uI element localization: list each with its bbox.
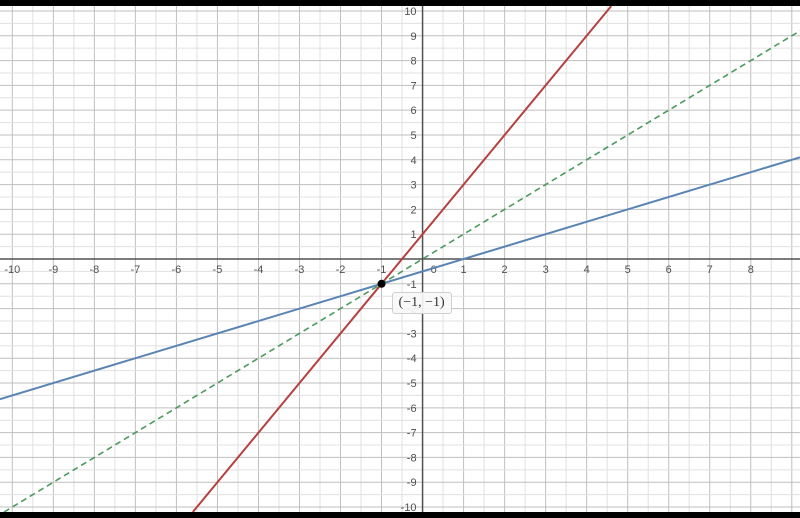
svg-text:4: 4 (410, 155, 416, 167)
svg-text:-4: -4 (407, 353, 417, 365)
bottom-border-bar (0, 512, 800, 518)
svg-text:-1: -1 (377, 264, 387, 276)
svg-text:0: 0 (431, 264, 437, 276)
svg-text:-7: -7 (130, 264, 140, 276)
svg-text:3: 3 (543, 264, 549, 276)
svg-text:6: 6 (666, 264, 672, 276)
intersection-point (378, 280, 386, 288)
svg-text:-6: -6 (172, 264, 182, 276)
svg-text:7: 7 (707, 264, 713, 276)
svg-text:-2: -2 (336, 264, 346, 276)
svg-text:-4: -4 (254, 264, 264, 276)
svg-text:5: 5 (410, 130, 416, 142)
svg-text:6: 6 (410, 105, 416, 117)
svg-text:-10: -10 (401, 502, 417, 512)
point-label: (−1, −1) (392, 292, 452, 314)
coordinate-plane: -10-9-8-7-6-5-4-3-2-1012345678-10-9-8-7-… (0, 6, 800, 512)
svg-text:-3: -3 (407, 328, 417, 340)
svg-text:-8: -8 (407, 452, 417, 464)
svg-text:4: 4 (584, 264, 590, 276)
svg-text:10: 10 (404, 6, 416, 18)
chart-container: -10-9-8-7-6-5-4-3-2-1012345678-10-9-8-7-… (0, 0, 800, 518)
svg-text:-3: -3 (295, 264, 305, 276)
svg-text:-5: -5 (213, 264, 223, 276)
svg-text:1: 1 (461, 264, 467, 276)
svg-text:-9: -9 (48, 264, 58, 276)
svg-text:3: 3 (410, 180, 416, 192)
svg-text:-7: -7 (407, 428, 417, 440)
svg-text:7: 7 (410, 80, 416, 92)
svg-text:5: 5 (625, 264, 631, 276)
svg-text:1: 1 (410, 229, 416, 241)
svg-text:-5: -5 (407, 378, 417, 390)
svg-text:8: 8 (748, 264, 754, 276)
svg-text:-9: -9 (407, 477, 417, 489)
svg-text:-6: -6 (407, 403, 417, 415)
svg-text:2: 2 (502, 264, 508, 276)
svg-text:9: 9 (410, 31, 416, 43)
svg-text:-1: -1 (407, 279, 417, 291)
svg-text:-8: -8 (89, 264, 99, 276)
svg-text:8: 8 (410, 56, 416, 68)
svg-text:2: 2 (410, 204, 416, 216)
svg-text:-10: -10 (4, 264, 20, 276)
